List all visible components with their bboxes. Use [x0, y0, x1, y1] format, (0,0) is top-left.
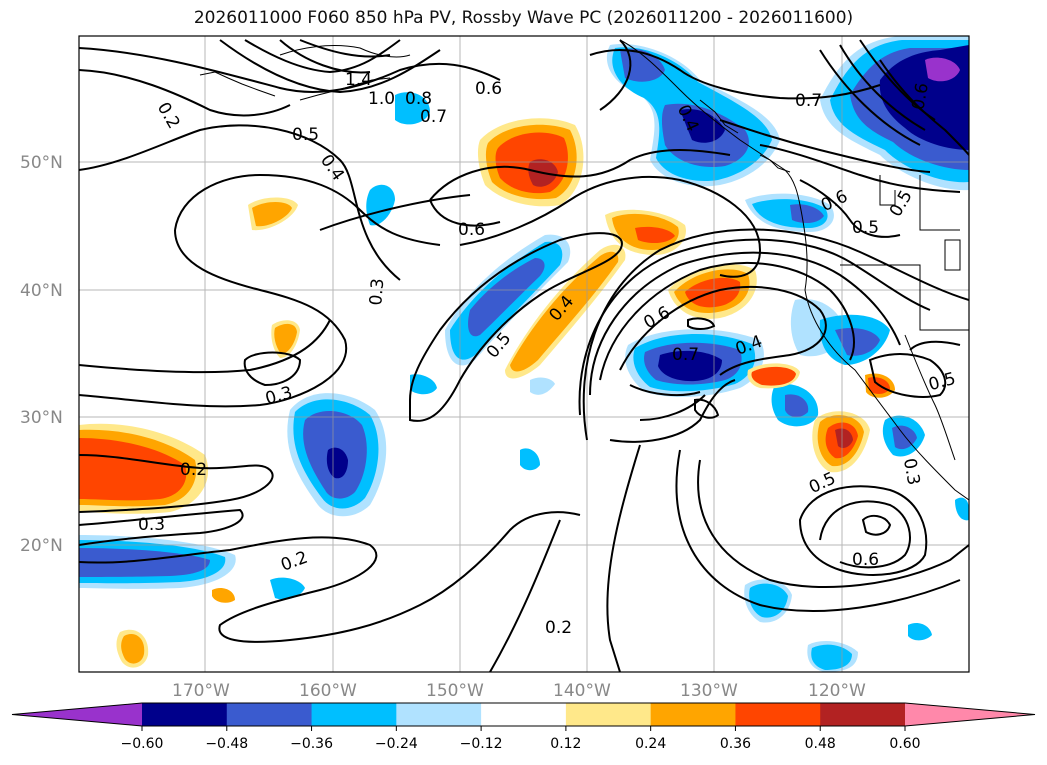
- colorbar-segment: [650, 703, 736, 726]
- colorbar-tick-label: −0.60: [121, 736, 164, 752]
- colorbar-tick-label: 0.12: [550, 736, 581, 752]
- lat-label-50: 50°N: [20, 153, 63, 173]
- colorbar-segment: [735, 703, 821, 726]
- contour-label: 0.3: [138, 515, 165, 535]
- contour-label: 0.7: [672, 345, 699, 365]
- map-frame: [78, 35, 970, 673]
- latitude-labels: 50°N 40°N 30°N 20°N: [20, 153, 63, 556]
- colorbar-segment: [820, 703, 906, 726]
- contour-label: 0.8: [405, 89, 432, 109]
- colorbar-tick-label: −0.12: [460, 736, 503, 752]
- shaded-anomalies: [79, 36, 969, 672]
- lon-label-120w: 120°W: [808, 681, 866, 701]
- contour-label: 0.5: [806, 468, 839, 498]
- colorbar-tick-label: 0.36: [720, 736, 751, 752]
- colorbar-segment: [565, 703, 652, 726]
- lat-label-40: 40°N: [20, 281, 63, 301]
- pv-contours: [79, 39, 969, 672]
- contour-label: 0.6: [458, 220, 485, 240]
- contour-label: 0.6: [852, 550, 879, 570]
- coastlines: [199, 39, 969, 501]
- colorbar-tick-label: 0.48: [805, 736, 836, 752]
- contour-label: 0.3: [899, 457, 923, 487]
- contour-label: 1.0: [368, 89, 395, 109]
- map-title: 2026011000 F060 850 hPa PV, Rossby Wave …: [193, 8, 854, 28]
- contour-label: 0.5: [852, 218, 879, 238]
- contour-label: 0.5: [292, 125, 319, 145]
- lon-label-160w: 160°W: [299, 681, 357, 701]
- colorbar-tick-label: 0.60: [889, 736, 920, 752]
- colorbar-tick-label: 0.24: [635, 736, 666, 752]
- colorbar-segment: [481, 703, 567, 726]
- lat-label-30: 30°N: [20, 408, 63, 428]
- lon-label-140w: 140°W: [553, 681, 611, 701]
- lon-label-150w: 150°W: [426, 681, 484, 701]
- contour-label: 0.2: [278, 548, 310, 576]
- contour-label: 0.6: [909, 81, 933, 111]
- lon-label-170w: 170°W: [172, 681, 230, 701]
- contour-label: 0.3: [263, 383, 294, 409]
- colorbar-segment: [396, 703, 482, 726]
- contour-label: 0.4: [316, 151, 348, 185]
- contour-label: 0.5: [927, 369, 958, 395]
- contour-label: 0.2: [545, 618, 572, 638]
- contour-label: 0.6: [475, 79, 502, 99]
- colorbar-tick-label: −0.36: [290, 736, 333, 752]
- contour-label: 0.6: [640, 303, 673, 334]
- colorbar: −0.60 −0.48 −0.36 −0.24 −0.12 0.12 0.24 0.36 0.4…: [11, 702, 1036, 752]
- longitude-labels: 170°W 160°W 150°W 140°W 130°W 120°W: [172, 681, 866, 701]
- gridlines: [79, 36, 969, 672]
- colorbar-extend-high: [905, 703, 1035, 726]
- contour-label: 0.2: [153, 99, 184, 132]
- contour-label: 0.3: [366, 278, 388, 307]
- colorbar-segment: [142, 703, 228, 726]
- contour-label: 0.7: [795, 91, 822, 111]
- colorbar-extend-low: [12, 703, 142, 726]
- lat-label-20: 20°N: [20, 536, 63, 556]
- colorbar-tick-label: −0.48: [205, 736, 248, 752]
- lon-label-130w: 130°W: [680, 681, 738, 701]
- colorbar-segment: [226, 703, 313, 726]
- contour-label: 1.4: [345, 70, 372, 90]
- contour-label: 0.2: [180, 460, 207, 480]
- colorbar-tick-label: −0.24: [375, 736, 418, 752]
- colorbar-segment: [311, 703, 397, 726]
- contour-label: 0.5: [886, 187, 917, 220]
- contour-label: 0.7: [420, 107, 447, 127]
